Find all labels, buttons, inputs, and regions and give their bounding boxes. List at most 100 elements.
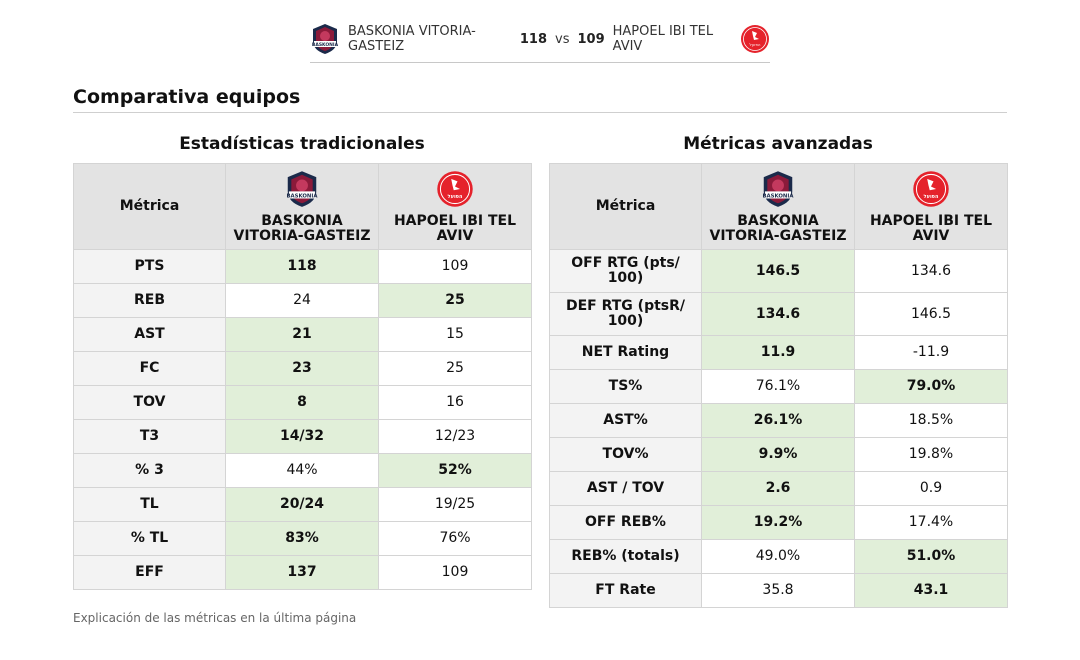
away-value-cell: 19/25	[378, 487, 532, 522]
away-team-column-header: הפועל HAPOEL IBI TEL AVIV	[378, 163, 532, 250]
home-value-cell: 19.2%	[701, 505, 855, 540]
svg-text:הפועל: הפועל	[924, 193, 939, 199]
hapoel-logo-icon: הפועל	[913, 170, 949, 207]
table-row: TS% 76.1% 79.0%	[549, 369, 1008, 404]
away-team-label: HAPOEL IBI TEL AVIV	[869, 212, 993, 244]
metric-name-cell: FT Rate	[549, 573, 702, 608]
metric-name-cell: TOV%	[549, 437, 702, 472]
home-value-cell: 24	[225, 283, 379, 318]
metric-name-cell: REB% (totals)	[549, 539, 702, 574]
section-divider	[73, 112, 1007, 113]
table-row: AST / TOV 2.6 0.9	[549, 471, 1008, 506]
baskonia-logo-icon: BASKONIA	[762, 170, 794, 207]
metric-name-cell: AST / TOV	[549, 471, 702, 506]
metric-name-cell: PTS	[73, 249, 226, 284]
table-row: DEF RTG (ptsR/ 100) 134.6 146.5	[549, 292, 1008, 336]
home-value-cell: 49.0%	[701, 539, 855, 574]
svg-text:BASKONIA: BASKONIA	[312, 42, 339, 48]
metric-name-cell: AST	[73, 317, 226, 352]
table-row: OFF RTG (pts/ 100) 146.5 134.6	[549, 249, 1008, 293]
table-row: TL 20/24 19/25	[73, 487, 532, 522]
away-value-cell: 15	[378, 317, 532, 352]
svg-text:הפועל: הפועל	[448, 193, 463, 199]
away-value-cell: 51.0%	[854, 539, 1008, 574]
home-value-cell: 21	[225, 317, 379, 352]
metric-name-cell: FC	[73, 351, 226, 386]
home-team-column-header: BASKONIA BASKONIA VITORIA-GASTEIZ	[225, 163, 379, 250]
home-team-label: BASKONIA VITORIA-GASTEIZ	[709, 212, 847, 244]
home-value-cell: 23	[225, 351, 379, 386]
metric-name-cell: REB	[73, 283, 226, 318]
metric-column-header: Métrica	[73, 163, 226, 250]
home-value-cell: 2.6	[701, 471, 855, 506]
away-value-cell: 19.8%	[854, 437, 1008, 472]
advanced-metrics-title: Métricas avanzadas	[683, 134, 873, 154]
away-value-cell: 16	[378, 385, 532, 420]
match-header: BASKONIA BASKONIA VITORIA-GASTEIZ 118 vs…	[310, 16, 770, 63]
table-row: TOV% 9.9% 19.8%	[549, 437, 1008, 472]
away-value-cell: 12/23	[378, 419, 532, 454]
home-value-cell: 20/24	[225, 487, 379, 522]
away-value-cell: 134.6	[854, 249, 1008, 293]
vs-label: vs	[555, 31, 570, 47]
away-score: 109	[577, 31, 605, 47]
away-value-cell: 18.5%	[854, 403, 1008, 438]
metric-name-cell: OFF REB%	[549, 505, 702, 540]
svg-text:BASKONIA: BASKONIA	[286, 193, 318, 199]
baskonia-logo-icon: BASKONIA	[310, 23, 340, 55]
metric-name-cell: % 3	[73, 453, 226, 488]
away-value-cell: 52%	[378, 453, 532, 488]
table-row: REB% (totals) 49.0% 51.0%	[549, 539, 1008, 574]
home-value-cell: 14/32	[225, 419, 379, 454]
metric-name-cell: NET Rating	[549, 335, 702, 370]
hapoel-logo-icon: הפועל	[437, 170, 473, 207]
hapoel-logo-icon: הפועל	[740, 24, 770, 54]
away-value-cell: 79.0%	[854, 369, 1008, 404]
away-value-cell: 0.9	[854, 471, 1008, 506]
traditional-stats-table: Métrica BASKONIA BASKONIA VITORIA-GASTEI…	[73, 163, 532, 590]
metric-name-cell: OFF RTG (pts/ 100)	[549, 249, 702, 293]
away-value-cell: 109	[378, 249, 532, 284]
traditional-stats-title: Estadísticas tradicionales	[179, 134, 425, 154]
home-score: 118	[519, 31, 548, 47]
home-value-cell: 134.6	[701, 292, 855, 336]
away-team-column-header: הפועל HAPOEL IBI TEL AVIV	[854, 163, 1008, 250]
away-value-cell: 76%	[378, 521, 532, 556]
away-value-cell: 17.4%	[854, 505, 1008, 540]
table-row: OFF REB% 19.2% 17.4%	[549, 505, 1008, 540]
away-value-cell: 43.1	[854, 573, 1008, 608]
away-value-cell: -11.9	[854, 335, 1008, 370]
home-value-cell: 44%	[225, 453, 379, 488]
table-row: T3 14/32 12/23	[73, 419, 532, 454]
metric-name-cell: TS%	[549, 369, 702, 404]
home-value-cell: 11.9	[701, 335, 855, 370]
baskonia-logo-icon: BASKONIA	[286, 170, 318, 207]
section-title: Comparativa equipos	[73, 86, 301, 108]
home-team-column-header: BASKONIA BASKONIA VITORIA-GASTEIZ	[701, 163, 855, 250]
home-value-cell: 76.1%	[701, 369, 855, 404]
home-value-cell: 146.5	[701, 249, 855, 293]
home-value-cell: 83%	[225, 521, 379, 556]
table-row: REB 24 25	[73, 283, 532, 318]
table-row: NET Rating 11.9 -11.9	[549, 335, 1008, 370]
home-team-label: BASKONIA VITORIA-GASTEIZ	[233, 212, 371, 244]
metric-name-cell: T3	[73, 419, 226, 454]
metric-name-cell: % TL	[73, 521, 226, 556]
metric-column-header: Métrica	[549, 163, 702, 250]
table-row: PTS 118 109	[73, 249, 532, 284]
table-row: % 3 44% 52%	[73, 453, 532, 488]
away-value-cell: 25	[378, 351, 532, 386]
home-value-cell: 26.1%	[701, 403, 855, 438]
home-value-cell: 137	[225, 555, 379, 590]
metric-name-cell: EFF	[73, 555, 226, 590]
table-row: FT Rate 35.8 43.1	[549, 573, 1008, 608]
metric-name-cell: DEF RTG (ptsR/ 100)	[549, 292, 702, 336]
home-value-cell: 8	[225, 385, 379, 420]
table-row: EFF 137 109	[73, 555, 532, 590]
home-value-cell: 9.9%	[701, 437, 855, 472]
away-team-name: HAPOEL IBI TEL AVIV	[612, 24, 714, 54]
footnote: Explicación de las métricas en la última…	[73, 611, 357, 625]
away-team-label: HAPOEL IBI TEL AVIV	[393, 212, 517, 244]
table-row: TOV 8 16	[73, 385, 532, 420]
table-row: AST% 26.1% 18.5%	[549, 403, 1008, 438]
